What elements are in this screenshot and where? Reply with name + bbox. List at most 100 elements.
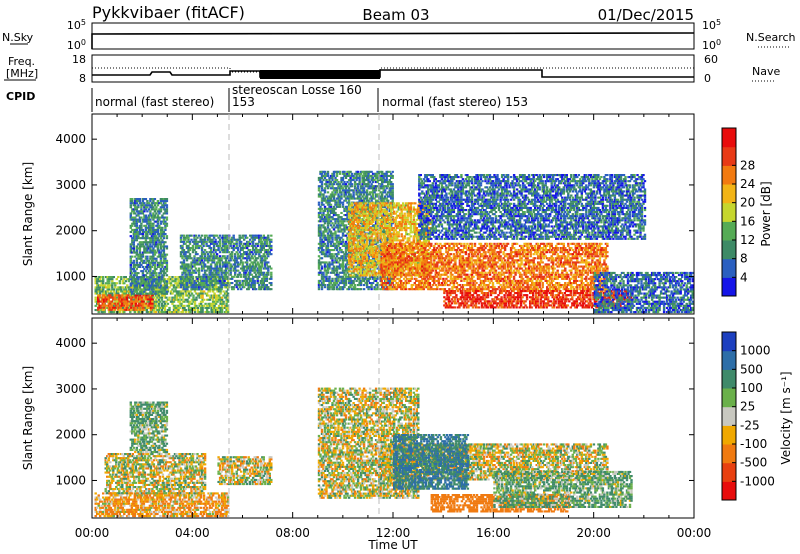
- power-echo-cell: [252, 241, 254, 243]
- power-echo-cell: [234, 274, 236, 276]
- power-echo-cell: [261, 261, 263, 263]
- power-echo-cell: [225, 303, 227, 305]
- power-echo-cell: [331, 216, 333, 218]
- power-echo-cell: [242, 245, 244, 247]
- power-echo-cell: [111, 286, 113, 288]
- power-echo-cell: [183, 241, 185, 243]
- power-echo-cell: [219, 293, 221, 295]
- power-echo-cell: [108, 288, 110, 290]
- power-echo-cell: [337, 278, 339, 280]
- power-echo-cell: [146, 250, 148, 252]
- power-echo-cell: [177, 311, 179, 313]
- power-echo-cell: [337, 261, 339, 263]
- power-echo-cell: [190, 257, 192, 259]
- power-echo-cell: [248, 282, 250, 284]
- power-echo-cell: [137, 278, 139, 280]
- power-echo-cell: [195, 282, 197, 284]
- power-echo-cell: [177, 299, 179, 301]
- power-echo-cell: [180, 253, 182, 255]
- power-echo-cell: [195, 268, 197, 270]
- power-echo-cell: [134, 278, 136, 280]
- power-echo-cell: [140, 208, 142, 210]
- power-echo-cell: [215, 303, 217, 305]
- power-echo-cell: [325, 231, 327, 233]
- power-echo-cell: [180, 276, 182, 278]
- power-echo-cell: [184, 243, 186, 245]
- power-echo-cell: [233, 286, 235, 288]
- power-echo-cell: [125, 288, 127, 290]
- power-echo-cell: [219, 241, 221, 243]
- power-echo-cell: [137, 235, 139, 237]
- power-echo-cell: [131, 291, 133, 293]
- power-echo-cell: [161, 215, 163, 217]
- power-echo-cell: [164, 295, 166, 297]
- power-echo-cell: [136, 202, 138, 204]
- power-echo-cell: [331, 222, 333, 224]
- power-echo-cell: [136, 260, 138, 262]
- power-echo-cell: [139, 266, 141, 268]
- power-echo-cell: [201, 297, 203, 299]
- power-echo-cell: [324, 171, 326, 173]
- power-echo-cell: [111, 305, 113, 307]
- power-echo-cell: [215, 278, 217, 280]
- power-echo-cell: [233, 237, 235, 239]
- power-echo-cell: [163, 247, 165, 249]
- power-echo-cell: [123, 282, 125, 284]
- power-echo-cell: [151, 245, 153, 247]
- power-echo-cell: [211, 239, 213, 241]
- power-echo-cell: [322, 193, 324, 195]
- power-echo-cell: [205, 243, 207, 245]
- power-echo-cell: [164, 241, 166, 243]
- power-echo-cell: [152, 274, 154, 276]
- power-echo-cell: [266, 243, 268, 245]
- power-echo-cell: [125, 276, 127, 278]
- power-echo-cell: [150, 311, 152, 313]
- power-echo-cell: [216, 235, 218, 237]
- power-echo-cell: [134, 204, 136, 206]
- power-echo-cell: [145, 208, 147, 210]
- power-echo-cell: [324, 284, 326, 286]
- power-echo-cell: [164, 233, 166, 235]
- power-echo-cell: [131, 256, 133, 258]
- power-echo-cell: [216, 263, 218, 265]
- power-echo-cell: [177, 309, 179, 311]
- power-echo-cell: [261, 257, 263, 259]
- power-echo-cell: [203, 290, 205, 292]
- power-echo-cell: [120, 276, 122, 278]
- power-echo-cell: [166, 254, 168, 256]
- power-echo-cell: [270, 278, 272, 280]
- power-echo-cell: [321, 239, 323, 241]
- freq-right-tick-bottom: 0: [704, 72, 711, 85]
- power-echo-cell: [181, 282, 183, 284]
- power-echo-cell: [155, 206, 157, 208]
- power-echo-cell: [166, 291, 168, 293]
- power-echo-cell: [324, 177, 326, 179]
- power-echo-cell: [145, 303, 147, 305]
- power-echo-cell: [167, 303, 169, 305]
- power-echo-cell: [221, 299, 223, 301]
- power-echo-cell: [219, 280, 221, 282]
- power-echo-cell: [255, 274, 257, 276]
- power-echo-cell: [248, 276, 250, 278]
- power-echo-cell: [140, 225, 142, 227]
- power-echo-cell: [213, 237, 215, 239]
- power-echo-cell: [321, 247, 323, 249]
- power-echo-cell: [243, 239, 245, 241]
- power-echo-cell: [195, 299, 197, 301]
- power-echo-cell: [319, 196, 321, 198]
- power-echo-cell: [333, 210, 335, 212]
- power-echo-cell: [201, 295, 203, 297]
- power-echo-cell: [150, 296, 152, 298]
- power-echo-cell: [269, 266, 271, 268]
- power-echo-cell: [174, 288, 176, 290]
- power-echo-cell: [239, 280, 241, 282]
- power-echo-cell: [324, 189, 326, 191]
- power-echo-cell: [111, 278, 113, 280]
- power-echo-cell: [233, 249, 235, 251]
- power-echo-cell: [105, 305, 107, 307]
- power-echo-cell: [130, 305, 132, 307]
- power-echo-cell: [327, 272, 329, 274]
- power-echo-cell: [318, 282, 320, 284]
- power-echo-cell: [231, 278, 233, 280]
- power-echo-cell: [194, 290, 196, 292]
